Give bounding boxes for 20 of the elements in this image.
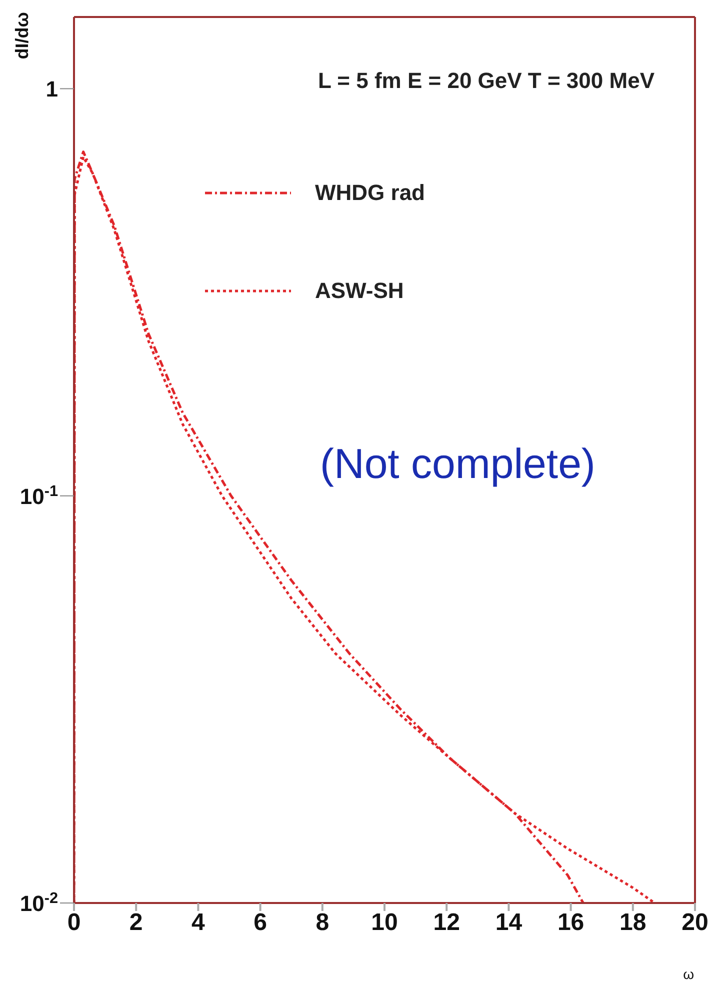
x-tick-label: 0 bbox=[67, 909, 81, 936]
y-axis-title: dI/dω bbox=[12, 12, 33, 60]
x-tick-label: 10 bbox=[371, 909, 398, 936]
x-tick-label: 16 bbox=[557, 909, 584, 936]
x-tick-label: 6 bbox=[254, 909, 267, 936]
x-tick-label: 12 bbox=[433, 909, 460, 936]
y-tick-label: 1 bbox=[46, 76, 58, 102]
x-tick-label: 2 bbox=[129, 909, 143, 936]
x-tick-label: 8 bbox=[316, 909, 330, 936]
y-tick-label: 10$^{-1}$ bbox=[20, 482, 58, 509]
annotation: (Not complete) bbox=[320, 440, 596, 488]
x-axis-title: ω bbox=[683, 966, 694, 982]
x-tick-label: 14 bbox=[495, 909, 523, 936]
annotation: L = 5 fm E = 20 GeV T = 300 MeV bbox=[318, 68, 654, 94]
legend-label: ASW-SH bbox=[315, 278, 404, 304]
legend-label: WHDG rad bbox=[315, 180, 425, 206]
x-tick-label: 4 bbox=[192, 909, 206, 936]
x-tick-label: 20 bbox=[682, 909, 708, 936]
y-tick-label: 10$^{-2}$ bbox=[20, 890, 58, 916]
x-tick-label: 18 bbox=[620, 909, 646, 936]
